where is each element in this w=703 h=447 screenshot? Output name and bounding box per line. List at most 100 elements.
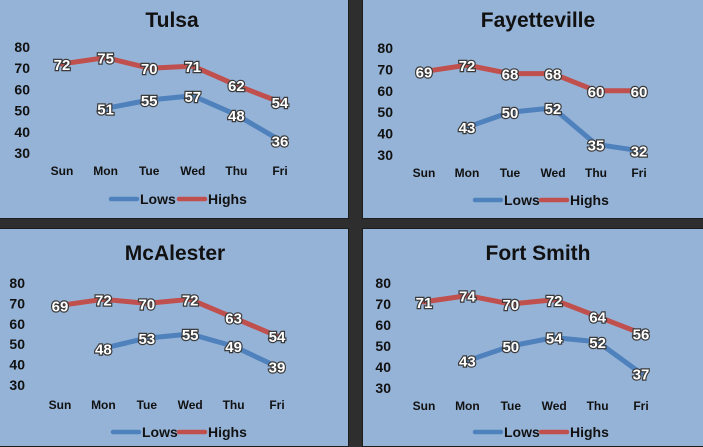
data-point-lows xyxy=(464,358,470,364)
y-tick-label: 80 xyxy=(375,275,391,291)
x-tick-label: Fri xyxy=(272,164,287,178)
data-label-highs: 70 xyxy=(138,296,155,313)
chart-svg: Fort Smith 30 40 50 60 70 80 Sun Mon Tue Wed Thu Fr… xyxy=(375,242,650,440)
data-label-highs: 72 xyxy=(182,292,199,309)
data-label-highs: 60 xyxy=(588,84,605,101)
x-tick-label: Thu xyxy=(225,164,247,178)
x-tick-label: Mon xyxy=(91,398,116,412)
y-tick-label: 50 xyxy=(9,336,25,352)
data-point-highs xyxy=(103,55,109,61)
y-tick-label: 60 xyxy=(377,83,393,99)
data-point-lows xyxy=(187,331,193,337)
data-label-lows: 52 xyxy=(589,335,606,352)
x-tick-label: Wed xyxy=(180,164,205,178)
data-point-highs xyxy=(636,88,642,94)
legend-highs-label: Highs xyxy=(208,191,247,207)
data-label-lows: 57 xyxy=(184,89,201,106)
x-tick-label: Thu xyxy=(223,398,245,412)
y-tick-label: 50 xyxy=(375,338,391,354)
data-point-lows xyxy=(103,105,109,112)
data-label-lows: 50 xyxy=(502,339,519,356)
data-label-lows: 39 xyxy=(269,360,286,377)
x-tick-label: Sun xyxy=(413,166,436,180)
data-point-lows xyxy=(636,148,642,154)
chart-panel-mcalester: McAlester 30 40 50 60 70 80 Sun Mon Tue Wed Thu Fri… xyxy=(0,228,349,447)
data-label-highs: 68 xyxy=(502,67,519,84)
data-point-highs xyxy=(421,68,427,75)
data-point-highs xyxy=(233,82,239,88)
data-point-highs xyxy=(593,88,599,94)
data-point-highs xyxy=(551,297,557,303)
chart-svg: Tulsa 30 40 50 60 70 80 Sun Mon Tue Wed Thu Fri 51 55… xyxy=(14,9,290,207)
data-point-lows xyxy=(551,335,557,341)
y-tick-label: 60 xyxy=(14,81,30,97)
x-tick-label: Wed xyxy=(178,398,203,412)
x-tick-label: Thu xyxy=(587,399,609,413)
chart-svg: Fayetteville 30 40 50 60 70 80 Sun Mon Tue Wed Thu… xyxy=(377,9,648,208)
y-tick-label: 40 xyxy=(9,357,25,373)
data-label-highs: 70 xyxy=(502,297,519,314)
y-tick-label: 80 xyxy=(14,39,30,55)
data-point-highs xyxy=(190,63,196,69)
data-label-highs: 60 xyxy=(631,84,648,101)
data-point-highs xyxy=(508,301,514,307)
data-label-highs: 72 xyxy=(54,57,71,74)
data-label-lows: 36 xyxy=(272,133,289,150)
chart-title: Tulsa xyxy=(145,9,199,32)
data-point-highs xyxy=(146,65,152,71)
data-label-lows: 48 xyxy=(228,108,245,125)
data-point-highs xyxy=(231,315,237,321)
y-tick-label: 30 xyxy=(9,377,25,393)
data-label-lows: 48 xyxy=(95,341,112,358)
data-label-highs: 62 xyxy=(228,78,245,95)
data-point-lows xyxy=(144,335,150,341)
x-tick-label: Mon xyxy=(93,164,118,178)
y-tick-label: 40 xyxy=(375,359,391,375)
data-point-lows xyxy=(550,105,556,111)
x-tick-label: Tue xyxy=(139,164,160,178)
data-label-lows: 35 xyxy=(588,137,605,154)
data-label-highs: 64 xyxy=(589,310,606,327)
data-label-highs: 56 xyxy=(633,326,650,343)
data-point-lows xyxy=(233,112,239,118)
data-label-highs: 72 xyxy=(95,292,112,309)
y-tick-label: 30 xyxy=(375,380,391,396)
data-point-highs xyxy=(187,296,193,302)
x-tick-label: Sun xyxy=(49,398,72,412)
data-point-lows xyxy=(638,370,644,376)
y-tick-label: 50 xyxy=(377,104,393,120)
chart-panel-fayetteville: Fayetteville 30 40 50 60 70 80 Sun Mon Tue Wed Thu… xyxy=(362,0,703,219)
data-point-lows xyxy=(274,364,280,370)
y-tick-label: 30 xyxy=(377,147,393,163)
legend-highs-label: Highs xyxy=(208,424,247,440)
data-point-highs xyxy=(464,293,470,299)
x-tick-label: Thu xyxy=(585,166,607,180)
data-point-highs xyxy=(464,62,470,68)
series-line-highs xyxy=(421,293,644,336)
x-tick-label: Fri xyxy=(269,398,284,412)
chart-title: Fort Smith xyxy=(486,242,591,265)
data-label-lows: 50 xyxy=(502,105,519,122)
data-label-highs: 54 xyxy=(272,95,289,112)
data-label-lows: 52 xyxy=(545,101,562,118)
data-point-highs xyxy=(421,299,427,305)
x-tick-label: Wed xyxy=(540,166,565,180)
x-tick-label: Tue xyxy=(501,399,522,413)
data-point-highs xyxy=(100,296,106,302)
chart-panel-tulsa: Tulsa 30 40 50 60 70 80 Sun Mon Tue Wed Thu Fri 51 55… xyxy=(0,0,349,219)
data-label-lows: 37 xyxy=(633,366,650,383)
legend-highs-label: Highs xyxy=(570,192,609,208)
data-label-lows: 51 xyxy=(97,101,114,118)
y-tick-label: 70 xyxy=(375,296,391,312)
data-point-lows xyxy=(507,109,513,115)
y-tick-label: 70 xyxy=(14,60,30,76)
data-label-highs: 71 xyxy=(416,295,433,312)
data-label-lows: 32 xyxy=(631,144,648,161)
y-tick-label: 40 xyxy=(377,126,393,142)
series-line-highs xyxy=(57,296,280,339)
data-label-highs: 72 xyxy=(546,293,563,310)
x-tick-label: Tue xyxy=(137,398,158,412)
x-tick-label: Fri xyxy=(633,399,648,413)
data-label-highs: 68 xyxy=(545,67,562,84)
data-label-lows: 53 xyxy=(138,331,155,348)
